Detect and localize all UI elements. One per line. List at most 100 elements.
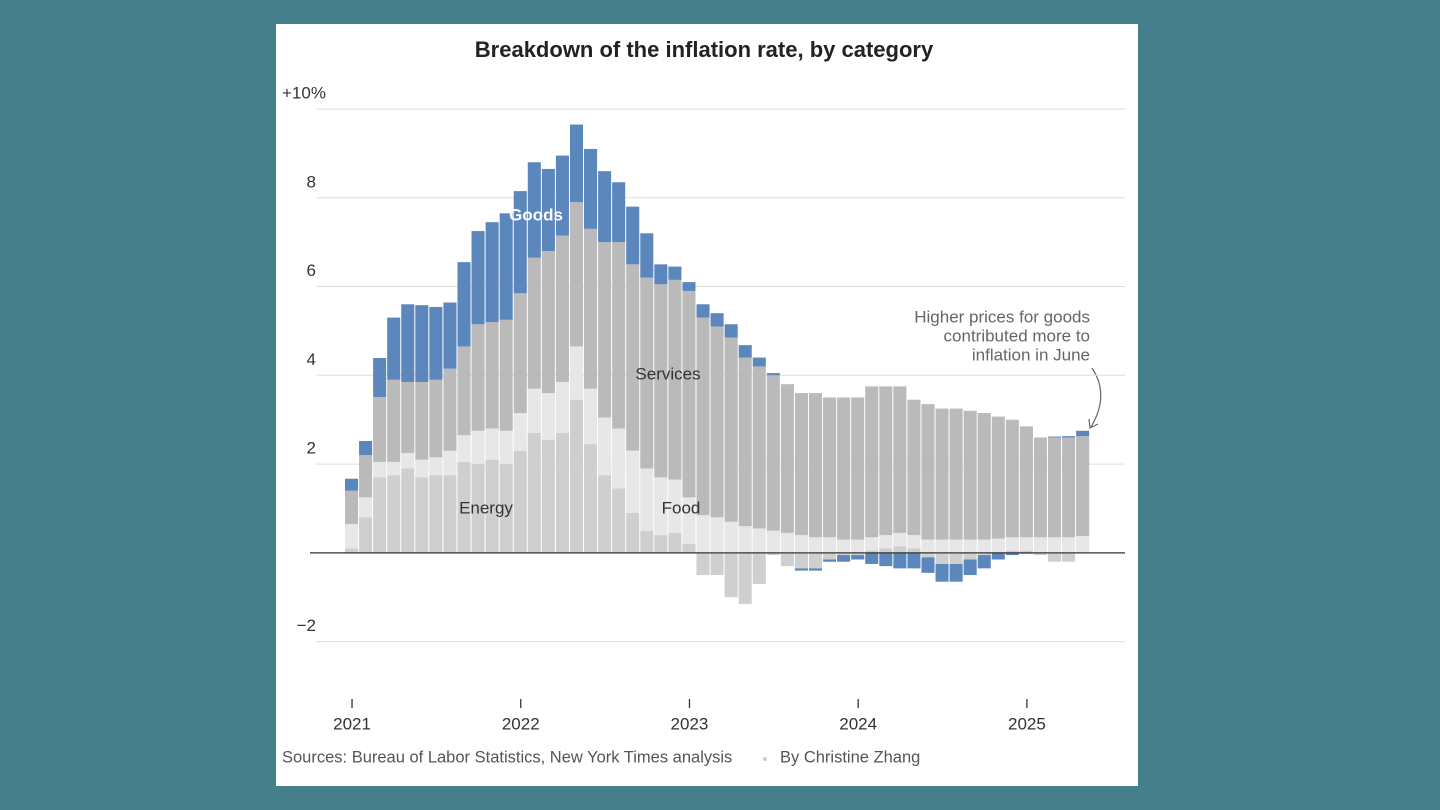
annotation-arrow [1088, 367, 1102, 429]
bar-segment [345, 478, 359, 491]
bar-segment [724, 552, 738, 598]
bar-segment [345, 490, 359, 524]
bar-segment [555, 235, 569, 382]
bar-segment [513, 450, 527, 553]
bar-segment [584, 148, 598, 229]
bar-segment [921, 539, 935, 553]
bar-segment [738, 357, 752, 527]
bar-segment [963, 552, 977, 560]
bar-segment [865, 552, 879, 564]
x-tick-label: 2022 [502, 714, 540, 733]
bar-segment [485, 222, 499, 323]
bar-segment [598, 475, 612, 553]
bar-segment [963, 410, 977, 540]
bar-segment [668, 279, 682, 480]
bar-segment [457, 262, 471, 347]
series-label: Food [662, 498, 701, 517]
bar-segment [345, 523, 359, 549]
bar-segment [457, 346, 471, 436]
bar-segment [654, 264, 668, 285]
bar-segment [429, 306, 443, 380]
bar-segment [823, 559, 837, 562]
bar-segment [682, 282, 696, 291]
x-tick-label: 2025 [1008, 714, 1046, 733]
annotation: Higher prices for goods [914, 307, 1090, 326]
bar-segment [752, 552, 766, 584]
byline: By Christine Zhang [780, 748, 920, 766]
bar-segment [682, 543, 696, 553]
bar-segment [373, 461, 387, 478]
bar-segment [584, 444, 598, 553]
bar-segment [991, 416, 1005, 539]
bar-segment [471, 430, 485, 465]
bar-segment [1062, 436, 1076, 438]
bar-segment [710, 517, 724, 553]
bar-segment [780, 552, 794, 567]
bar-segment [1076, 535, 1090, 553]
bar-segment [893, 552, 907, 569]
x-tick-label: 2023 [671, 714, 709, 733]
bar-segment [1048, 437, 1062, 538]
bar-segment [612, 182, 626, 243]
x-tick-label: 2021 [333, 714, 371, 733]
bar-segment [401, 304, 415, 382]
bar-segment [640, 468, 654, 531]
bar-segment [837, 397, 851, 540]
bar-segment [569, 346, 584, 400]
bar-segment [1019, 426, 1033, 538]
bar-segment [555, 433, 569, 553]
bar-segment [1005, 419, 1019, 538]
y-tick-label: +10% [282, 83, 326, 102]
bar-segment [808, 568, 823, 571]
bar-segment [499, 319, 513, 431]
annotation: contributed more to [944, 326, 1090, 345]
y-tick-label: 6 [307, 261, 316, 280]
bar-segment [794, 552, 808, 569]
bar-segment [485, 459, 499, 553]
bar-segment [1048, 436, 1062, 438]
bar-segment [457, 435, 471, 462]
bar-segment [598, 417, 612, 476]
bar-segment [527, 257, 541, 389]
bar-segment [612, 488, 626, 553]
bar-segment [541, 439, 555, 553]
bar-segment [626, 264, 640, 451]
bar-segment [415, 305, 429, 382]
bar-segment [415, 459, 429, 478]
bar-segment [527, 433, 541, 553]
series-label: Services [635, 364, 700, 383]
bar-segment [977, 539, 991, 553]
bar-segment [1005, 537, 1019, 551]
bar-segment [513, 191, 527, 294]
bar-segment [584, 388, 598, 445]
bar-segment [1019, 550, 1033, 553]
bar-segment [1076, 430, 1090, 437]
x-tick-label: 2024 [839, 714, 877, 733]
bar-segment [963, 539, 977, 553]
bar-segment [541, 251, 555, 394]
bar-segment [359, 455, 373, 498]
bar-segment [359, 497, 373, 518]
bar-segment [766, 373, 780, 376]
bar-segment [541, 168, 555, 252]
bar-segment [541, 393, 555, 440]
bar-segment [584, 228, 598, 389]
bar-segment [710, 313, 724, 327]
bar-segment [935, 552, 949, 564]
bar-segment [429, 457, 443, 476]
bar-segment [935, 563, 949, 582]
bar-segment [387, 317, 401, 380]
bar-segment [823, 537, 837, 553]
bar-segment [1062, 537, 1076, 553]
bar-segment [851, 397, 865, 540]
bar-segment [598, 171, 612, 243]
bar-segment [696, 304, 710, 318]
bar-segment [415, 477, 429, 553]
bar-segment [682, 497, 696, 544]
bar-segment [513, 293, 527, 414]
bar-segment [907, 399, 921, 536]
bar-segment [654, 284, 668, 478]
bar-segment [837, 539, 851, 553]
y-tick-label: −2 [297, 616, 316, 635]
